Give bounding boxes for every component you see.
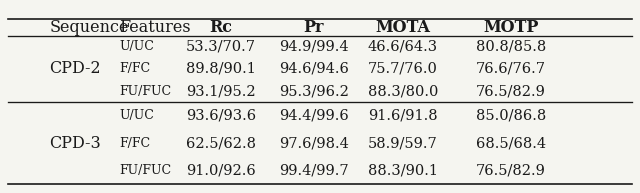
- Text: F/FC: F/FC: [119, 62, 150, 75]
- Text: U/UC: U/UC: [119, 109, 154, 122]
- Text: 93.1/95.2: 93.1/95.2: [186, 84, 256, 98]
- Text: 80.8/85.8: 80.8/85.8: [476, 40, 547, 54]
- Text: CPD-2: CPD-2: [49, 60, 101, 77]
- Text: 76.5/82.9: 76.5/82.9: [476, 163, 546, 177]
- Text: 68.5/68.4: 68.5/68.4: [476, 136, 546, 150]
- Text: U/UC: U/UC: [119, 40, 154, 53]
- Text: 46.6/64.3: 46.6/64.3: [368, 40, 438, 54]
- Text: 89.8/90.1: 89.8/90.1: [186, 62, 256, 76]
- Text: 93.6/93.6: 93.6/93.6: [186, 109, 256, 123]
- Text: Features: Features: [119, 19, 191, 36]
- Text: 53.3/70.7: 53.3/70.7: [186, 40, 256, 54]
- Text: 94.4/99.6: 94.4/99.6: [279, 109, 349, 123]
- Text: 95.3/96.2: 95.3/96.2: [278, 84, 349, 98]
- Text: 76.6/76.7: 76.6/76.7: [476, 62, 546, 76]
- Text: 99.4/99.7: 99.4/99.7: [279, 163, 348, 177]
- Text: Sequence: Sequence: [49, 19, 129, 36]
- Text: MOTA: MOTA: [375, 19, 430, 36]
- Text: 76.5/82.9: 76.5/82.9: [476, 84, 546, 98]
- Text: 88.3/90.1: 88.3/90.1: [368, 163, 438, 177]
- Text: FU/FUC: FU/FUC: [119, 85, 172, 98]
- Text: 91.6/91.8: 91.6/91.8: [368, 109, 438, 123]
- Text: 91.0/92.6: 91.0/92.6: [186, 163, 256, 177]
- Text: 94.6/94.6: 94.6/94.6: [278, 62, 349, 76]
- Text: 94.9/99.4: 94.9/99.4: [279, 40, 348, 54]
- Text: F/FC: F/FC: [119, 137, 150, 150]
- Text: 88.3/80.0: 88.3/80.0: [367, 84, 438, 98]
- Text: 85.0/86.8: 85.0/86.8: [476, 109, 547, 123]
- Text: FU/FUC: FU/FUC: [119, 164, 172, 177]
- Text: MOTP: MOTP: [483, 19, 539, 36]
- Text: 97.6/98.4: 97.6/98.4: [278, 136, 349, 150]
- Text: Rc: Rc: [210, 19, 233, 36]
- Text: 62.5/62.8: 62.5/62.8: [186, 136, 256, 150]
- Text: Pr: Pr: [303, 19, 324, 36]
- Text: CPD-3: CPD-3: [49, 135, 101, 152]
- Text: 75.7/76.0: 75.7/76.0: [368, 62, 438, 76]
- Text: 58.9/59.7: 58.9/59.7: [368, 136, 438, 150]
